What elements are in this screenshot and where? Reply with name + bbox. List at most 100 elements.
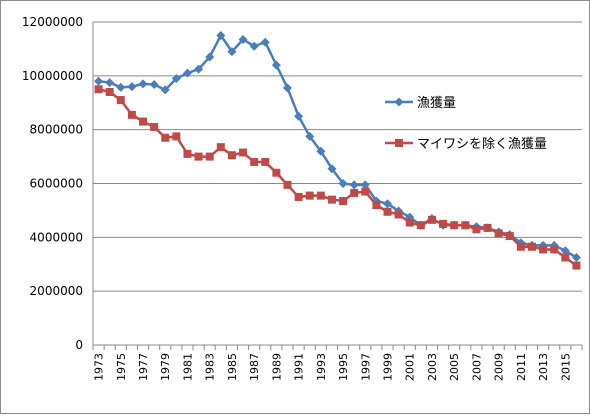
gridlines — [93, 21, 582, 292]
x-tick-label: 1987 — [248, 353, 261, 381]
series-group — [94, 30, 581, 270]
series-1-point — [216, 30, 226, 40]
series-2-point — [539, 245, 548, 254]
series-1-point — [171, 74, 181, 84]
y-axis: 0 2000000 4000000 6000000 8000000 10000000 120… — [22, 15, 94, 352]
series-2-point — [494, 229, 503, 238]
series-2-point — [250, 157, 259, 166]
series-2-point — [372, 201, 381, 210]
series-1-point — [282, 83, 292, 93]
series-1-point — [327, 164, 337, 174]
series-1-point — [149, 79, 159, 89]
series-1-point — [560, 246, 570, 256]
series-1-point — [338, 179, 348, 188]
series-2-point — [261, 157, 270, 166]
series-2-point — [505, 231, 514, 240]
series-2-point — [550, 245, 559, 254]
series-2-point — [527, 242, 536, 251]
series-2-point — [339, 196, 348, 205]
series-1-point — [249, 41, 259, 51]
x-tick-label: 1977 — [137, 353, 150, 381]
x-tick-label: 1973 — [93, 353, 106, 381]
series-2-point — [405, 218, 414, 227]
series-1-point — [260, 37, 270, 47]
series-2-point — [150, 122, 159, 131]
x-tick-label: 1989 — [270, 353, 283, 381]
x-tick-label: 1999 — [382, 353, 395, 381]
series-2-point — [216, 143, 225, 152]
series-1-point — [349, 180, 359, 190]
series-1-point — [316, 146, 326, 156]
y-tick-label: 4000000 — [30, 230, 83, 244]
series-2-point — [561, 253, 570, 262]
x-axis: 1973 1975 1977 1979 1981 1983 1985 1987 1989 1991… — [92, 344, 583, 381]
series-1-point — [94, 76, 104, 86]
series-1-point — [105, 78, 115, 88]
x-tick-label: 2009 — [493, 353, 506, 381]
x-tick-label: 1997 — [359, 353, 372, 381]
series-2-point — [439, 219, 448, 228]
series-2-point — [450, 221, 459, 230]
series-1-point — [571, 253, 581, 263]
x-tick-label: 1993 — [315, 353, 328, 381]
x-tick-label: 2011 — [515, 353, 528, 381]
series-2-point — [572, 261, 581, 270]
series-1-point — [182, 68, 192, 78]
series-2-point — [383, 207, 392, 216]
x-tick-label: 2001 — [404, 353, 417, 381]
series-1-point — [383, 199, 393, 209]
series-2-point — [327, 195, 336, 204]
series-1-point — [160, 85, 170, 95]
series-2-point — [361, 187, 370, 196]
series-2-point — [227, 151, 236, 160]
legend-label: マイワシを除く漁獲量 — [417, 137, 547, 152]
series-2-point — [139, 117, 148, 126]
series-1-point — [271, 60, 281, 70]
series-1-point — [294, 111, 304, 121]
series-2-point — [127, 110, 136, 119]
series-2-point — [305, 191, 314, 200]
x-tick-label: 2005 — [448, 353, 461, 381]
series-2-point — [394, 210, 403, 219]
series-2-point — [472, 225, 481, 234]
series-2-point — [294, 192, 303, 201]
x-tick-label: 1981 — [181, 353, 194, 381]
x-tick-label: 1985 — [226, 353, 239, 381]
series-2-point — [172, 132, 181, 141]
series-2-point — [194, 152, 203, 161]
series-2-point — [350, 188, 359, 197]
series-2-point — [483, 223, 492, 232]
legend-marker — [395, 139, 403, 147]
series-2-point — [461, 221, 470, 230]
series-2-point — [116, 96, 125, 105]
legend-marker — [394, 97, 404, 107]
series-2-point — [516, 242, 525, 251]
series-2-point — [183, 149, 192, 158]
x-tick-label: 2013 — [537, 353, 550, 381]
x-tick-label: 1979 — [159, 353, 172, 381]
series-2-point — [427, 215, 436, 224]
series-2-point — [416, 221, 425, 230]
series-2-point — [316, 191, 325, 200]
y-tick-label: 8000000 — [30, 123, 83, 137]
y-tick-label: 2000000 — [30, 284, 83, 298]
series-2-point — [205, 152, 214, 161]
y-tick-label: 0 — [75, 338, 83, 352]
series-1-point — [138, 79, 148, 89]
series-1-point — [205, 52, 215, 62]
y-tick-label: 10000000 — [22, 69, 83, 83]
series-2-point — [239, 148, 248, 157]
series-1-point — [238, 34, 248, 44]
series-2-point — [105, 87, 114, 96]
series-2-point — [94, 85, 103, 94]
x-tick-label: 1975 — [115, 353, 128, 381]
series-2-point — [272, 168, 281, 177]
x-tick-label: 2007 — [470, 353, 483, 381]
y-tick-label: 12000000 — [22, 15, 83, 29]
x-tick-label: 1995 — [337, 353, 350, 381]
series-1-point — [116, 82, 126, 92]
x-tick-label: 2003 — [426, 353, 439, 381]
